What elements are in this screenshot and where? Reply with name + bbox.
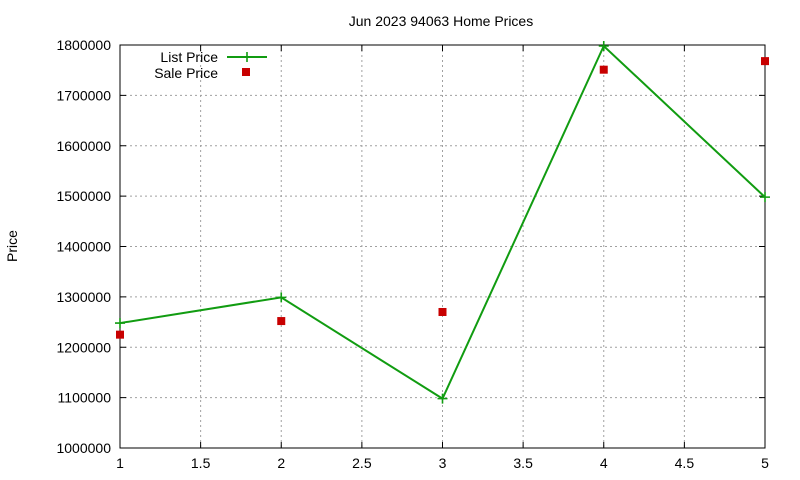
list-price-series <box>115 41 770 404</box>
sale-price-series <box>116 57 769 339</box>
legend-sale-price-marker <box>242 68 250 76</box>
list-price-point <box>760 192 770 203</box>
legend-sale-price-label: Sale Price <box>154 65 218 81</box>
x-tick-label: 4.5 <box>675 455 695 471</box>
list-price-point <box>115 318 125 329</box>
grid-lines <box>120 45 765 448</box>
y-tick-label: 1600000 <box>56 138 111 154</box>
y-tick-label: 1100000 <box>58 390 112 406</box>
y-tick-label: 1300000 <box>56 289 111 305</box>
x-tick-label: 2.5 <box>352 455 372 471</box>
legend-list-price-label: List Price <box>160 49 218 65</box>
series-marks <box>115 41 770 404</box>
x-tick-label: 5 <box>761 455 769 471</box>
sale-price-point <box>277 317 286 326</box>
sale-price-point <box>599 65 608 74</box>
list-price-point <box>276 292 287 303</box>
x-tick-label: 4 <box>600 455 608 471</box>
plot-border <box>119 44 766 449</box>
y-axis-label: Price <box>4 230 20 262</box>
legend-list-price-marker <box>242 52 252 62</box>
chart-title: Jun 2023 94063 Home Prices <box>349 13 533 29</box>
list-price-point <box>437 393 448 404</box>
x-tick-label: 1 <box>116 455 124 471</box>
tick-labels: 1 1.5 2 2.5 3 3.5 4 4.5 5 1000000 1100000 1200000 13… <box>56 37 769 471</box>
sale-price-point <box>761 57 769 66</box>
x-tick-label: 3.5 <box>513 455 533 471</box>
sale-price-point <box>116 330 124 339</box>
x-tick-label: 1.5 <box>191 455 211 471</box>
y-tick-label: 1200000 <box>56 339 111 355</box>
y-tick-label: 1500000 <box>56 188 111 204</box>
list-price-point <box>598 41 609 52</box>
y-tick-label: 1400000 <box>56 239 111 255</box>
x-tick-label: 2 <box>277 455 285 471</box>
y-tick-label: 1000000 <box>56 440 111 456</box>
sale-price-point <box>438 307 447 316</box>
x-tick-label: 3 <box>439 455 447 471</box>
y-tick-label: 1700000 <box>56 87 111 103</box>
y-tick-label: 1800000 <box>56 37 111 53</box>
